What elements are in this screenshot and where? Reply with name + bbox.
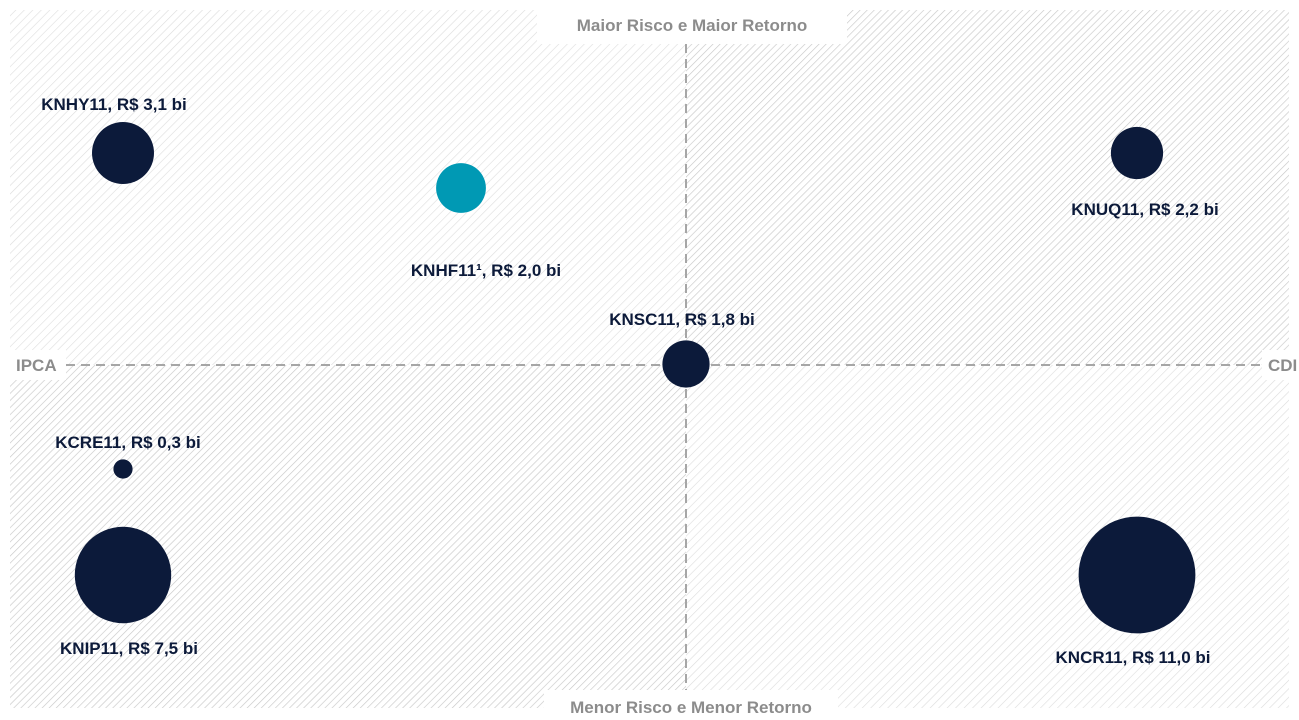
- bottom-label-bg: [544, 690, 838, 715]
- bottom-quadrant-label: Menor Risco e Menor Retorno: [570, 698, 812, 715]
- quadrant-backgrounds: [10, 10, 1289, 708]
- bubble-kncr11: [1078, 516, 1196, 634]
- left-axis-label: IPCA: [16, 356, 57, 375]
- bubble-knhf11: [436, 163, 486, 213]
- quadrant-bottom-right: [686, 365, 1289, 708]
- bubble-label-knip11: KNIP11, R$ 7,5 bi: [60, 639, 198, 658]
- top-quadrant-label: Maior Risco e Maior Retorno: [577, 16, 807, 35]
- bubble-knip11: [74, 526, 172, 624]
- bubble-label-kcre11: KCRE11, R$ 0,3 bi: [55, 433, 201, 452]
- axis-labels: Maior Risco e Maior Retorno Menor Risco …: [10, 7, 1299, 717]
- right-axis-label: CDI: [1268, 356, 1297, 375]
- bubble-label-knhf11: KNHF11¹, R$ 2,0 bi: [411, 261, 561, 280]
- bubble-knsc11: [662, 340, 710, 388]
- bubbles: KNHY11, R$ 3,1 bi KNHF11¹, R$ 2,0 bi KNUQ1…: [41, 95, 1218, 667]
- bubble-label-knsc11: KNSC11, R$ 1,8 bi: [609, 310, 755, 329]
- bubble-kcre11: [113, 459, 133, 479]
- bubble-knhy11: [92, 122, 154, 184]
- bubble-knuq11: [1110, 126, 1164, 180]
- bubble-label-knuq11: KNUQ11, R$ 2,2 bi: [1071, 200, 1218, 219]
- quadrant-top-left: [10, 10, 686, 365]
- right-label-bg: [1262, 350, 1299, 380]
- quadrant-top-right: [686, 10, 1289, 365]
- bubble-label-knhy11: KNHY11, R$ 3,1 bi: [41, 95, 187, 114]
- bubble-label-kncr11: KNCR11, R$ 11,0 bi: [1056, 648, 1211, 667]
- left-label-bg: [10, 350, 66, 380]
- top-label-bg: [537, 7, 847, 44]
